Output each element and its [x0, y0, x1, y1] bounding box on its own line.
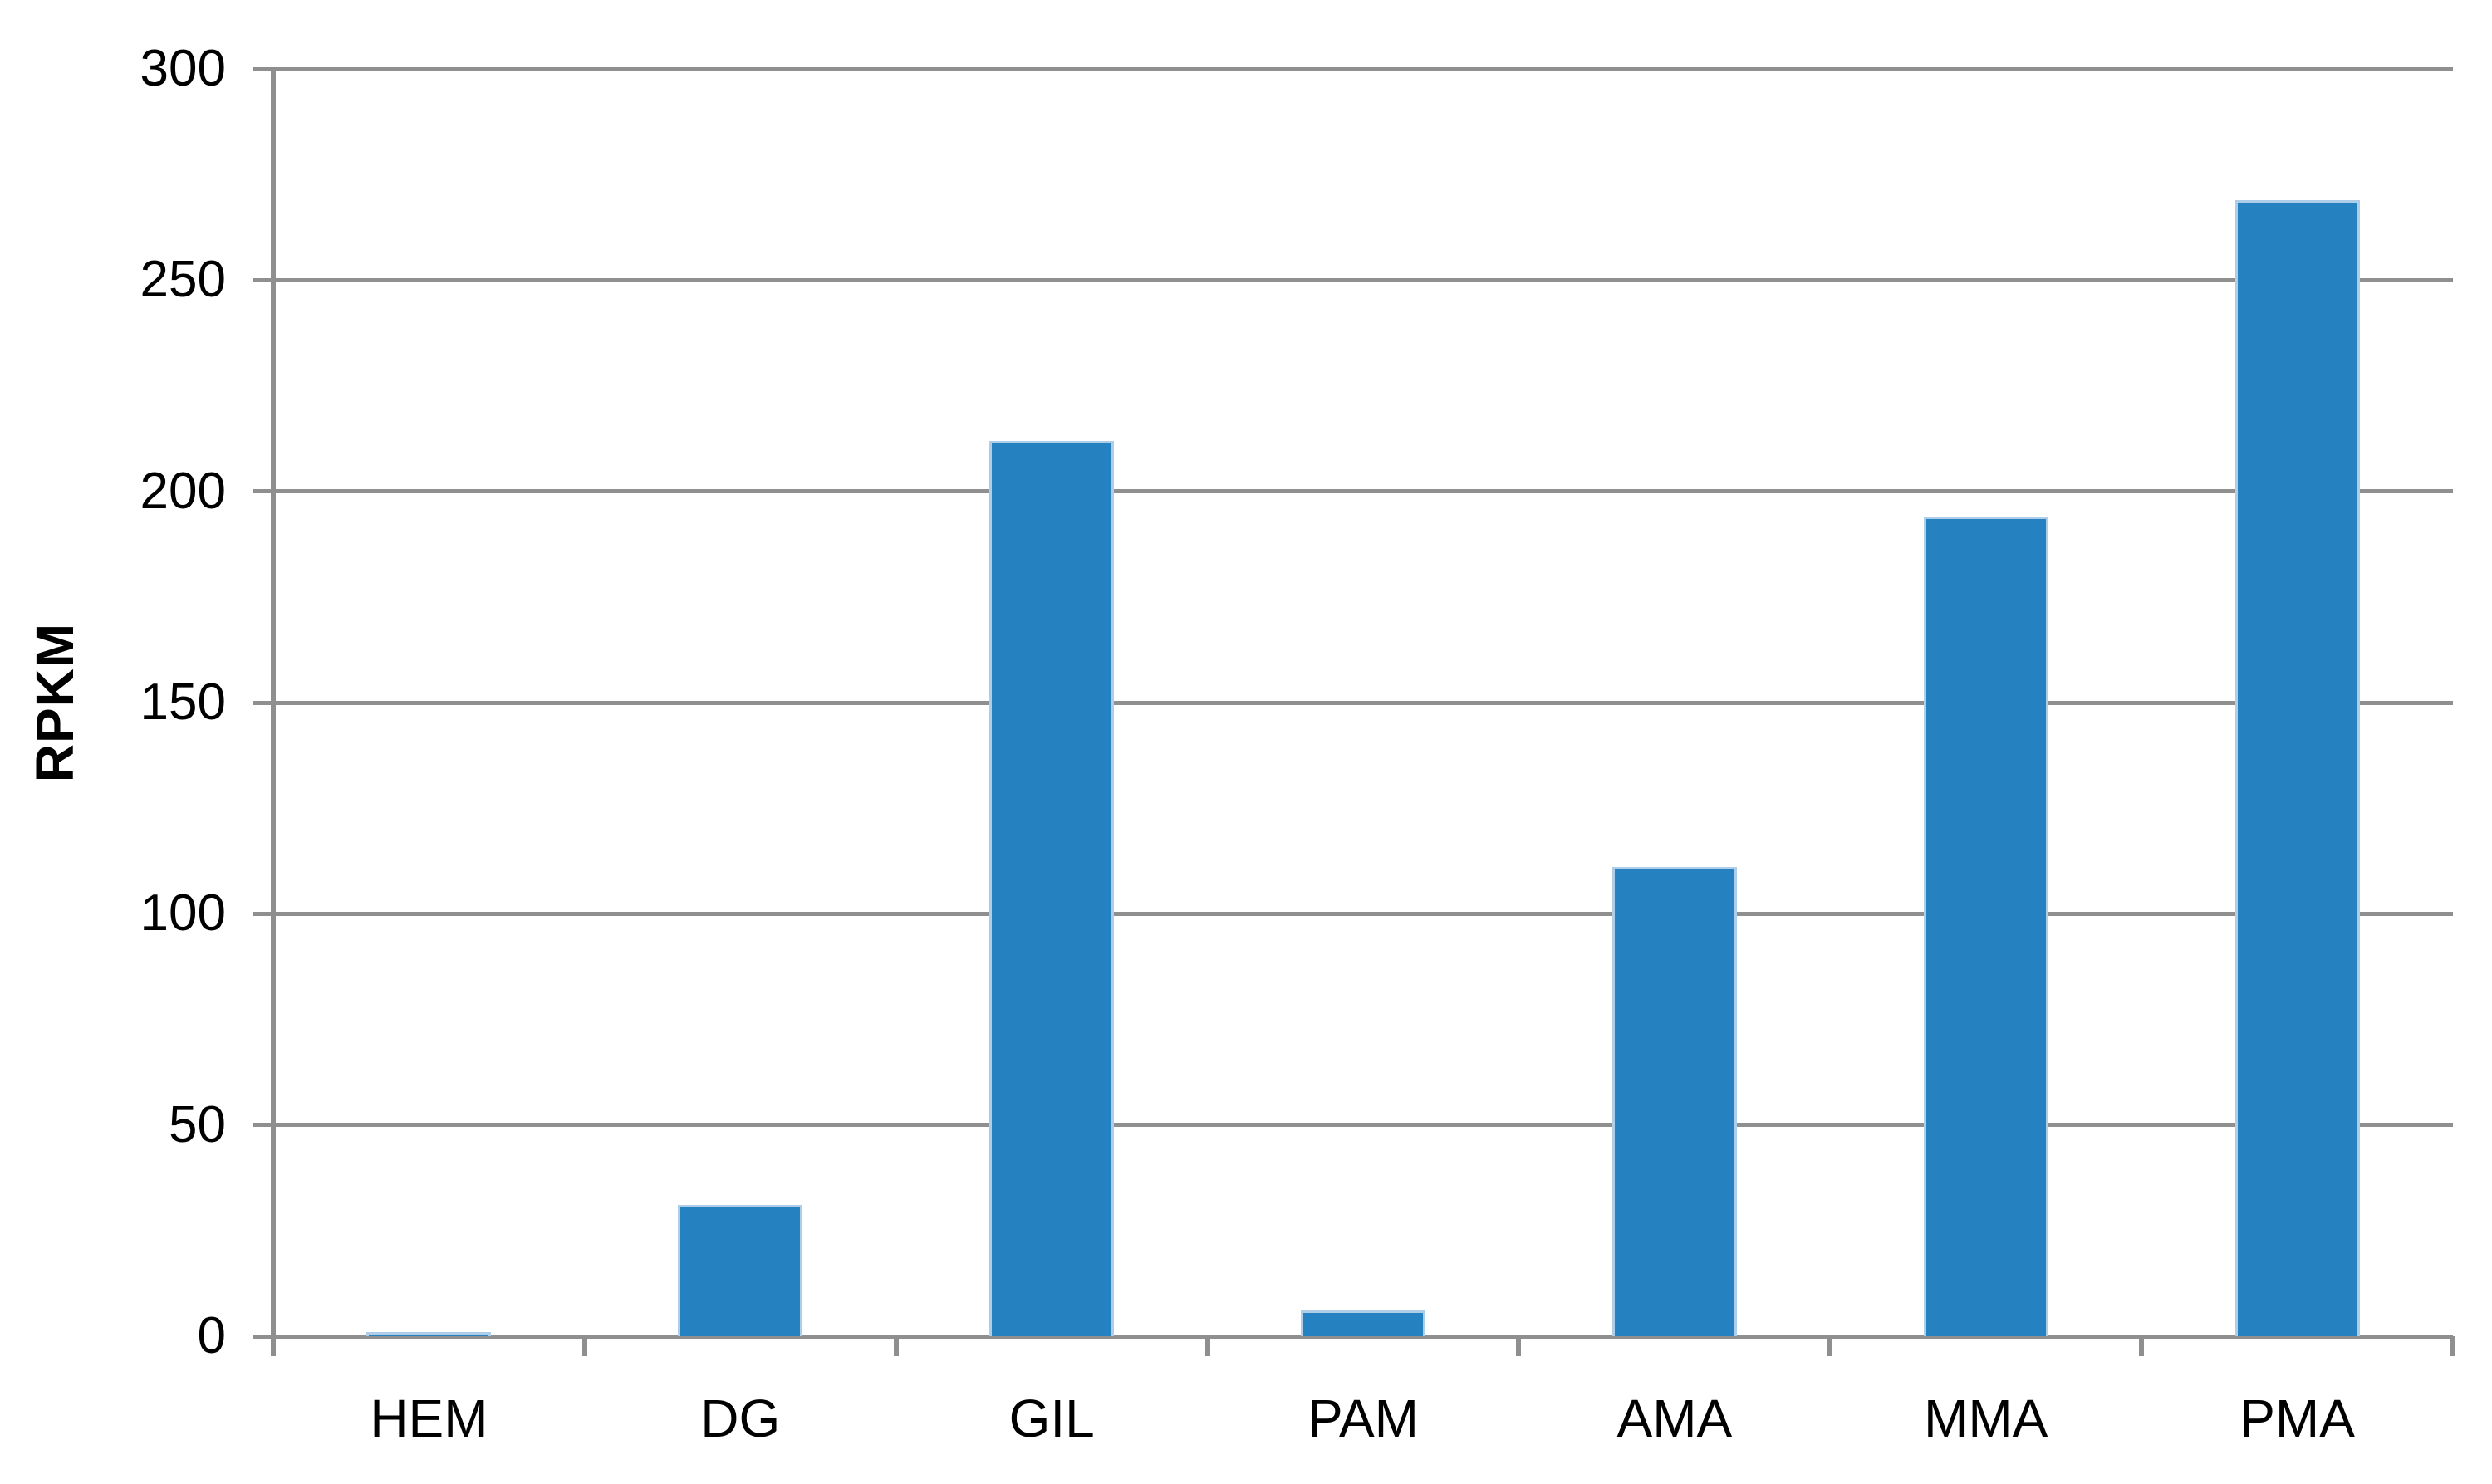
bar-dg — [678, 1205, 803, 1336]
x-axis-tick-mark — [271, 1336, 276, 1356]
x-tick-label-mma: MMA — [1924, 1388, 2048, 1448]
bar-ama — [1611, 867, 1737, 1336]
y-axis-line — [271, 69, 276, 1356]
gridline — [273, 1123, 2453, 1128]
bar-pam — [1301, 1310, 1425, 1336]
x-axis-baseline — [273, 1334, 2453, 1339]
gridline — [273, 700, 2453, 705]
x-axis-tick-mark — [1827, 1336, 1833, 1356]
y-tick-mark — [253, 1334, 273, 1339]
x-tick-label-ama: AMA — [1616, 1388, 1733, 1448]
gridline — [273, 277, 2453, 282]
x-axis-tick-mark — [2139, 1336, 2145, 1356]
x-tick-label-pam: PAM — [1307, 1388, 1419, 1448]
y-tick-mark — [253, 700, 273, 705]
x-axis-tick-mark — [1204, 1336, 1210, 1356]
x-axis-tick-mark — [581, 1336, 587, 1356]
x-tick-label-hem: HEM — [370, 1388, 488, 1448]
y-tick-mark — [253, 489, 273, 494]
y-tick-mark — [253, 911, 273, 916]
gridline — [273, 489, 2453, 494]
y-tick-label: 50 — [169, 1095, 226, 1153]
gridline — [273, 66, 2453, 71]
y-tick-label: 150 — [140, 673, 226, 731]
y-tick-mark — [253, 277, 273, 282]
x-axis-tick-mark — [893, 1336, 899, 1356]
bar-gil — [989, 440, 1115, 1336]
y-tick-label: 250 — [140, 251, 226, 309]
x-tick-label-dg: DG — [700, 1388, 781, 1448]
x-axis-tick-mark — [1516, 1336, 1522, 1356]
bar-hem — [366, 1331, 492, 1336]
bar-mma — [1923, 517, 2048, 1336]
y-tick-label: 0 — [197, 1307, 226, 1364]
gridline — [273, 911, 2453, 916]
y-tick-label: 200 — [140, 462, 226, 520]
y-tick-mark — [253, 1123, 273, 1128]
x-axis-tick-mark — [2450, 1336, 2455, 1356]
x-tick-label-gil: GIL — [1008, 1388, 1095, 1448]
bar-pma — [2234, 199, 2360, 1336]
y-tick-mark — [253, 66, 273, 71]
x-tick-label-pma: PMA — [2239, 1388, 2355, 1448]
y-tick-label: 100 — [140, 884, 226, 943]
y-tick-label: 300 — [140, 40, 226, 97]
